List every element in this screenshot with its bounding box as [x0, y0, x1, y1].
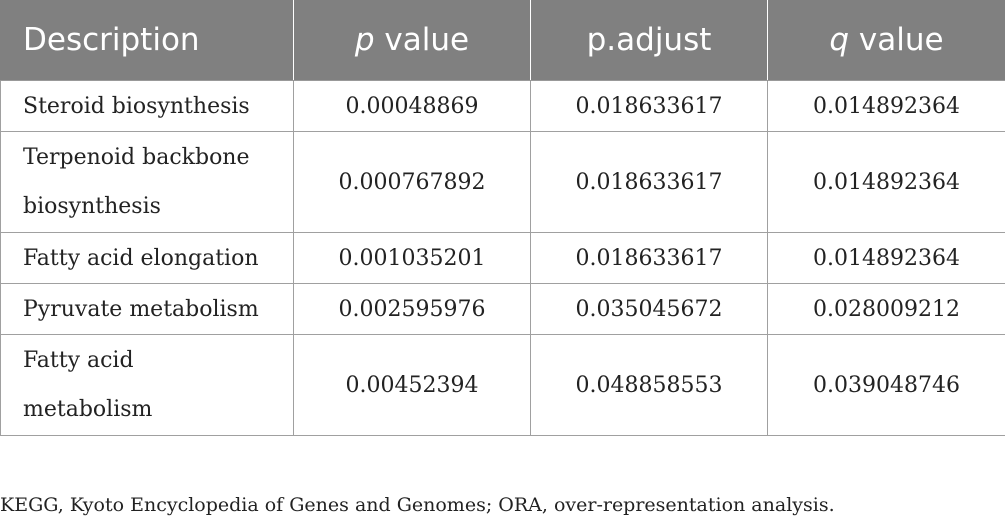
cell-p-value: 0.00048869 — [293, 80, 531, 132]
cell-q-value: 0.014892364 — [767, 232, 1005, 284]
cell-p-value: 0.001035201 — [293, 232, 531, 284]
table-row: Fatty acid elongation 0.001035201 0.0186… — [0, 232, 1005, 284]
cell-p-value: 0.002595976 — [293, 283, 531, 335]
cell-description: Fatty acid metabolism — [0, 334, 294, 436]
cell-p-adjust: 0.048858553 — [530, 334, 768, 436]
header-row: Description p value p.adjust q value — [0, 0, 1005, 81]
table-row: Steroid biosynthesis 0.00048869 0.018633… — [0, 80, 1005, 132]
cell-q-value: 0.014892364 — [767, 131, 1005, 233]
header-p-adjust: p.adjust — [530, 0, 768, 81]
table-row: Terpenoid backbone biosynthesis 0.000767… — [0, 131, 1005, 233]
cell-description: Pyruvate metabolism — [0, 283, 294, 335]
header-q-value: q value — [767, 0, 1005, 81]
table-row: Fatty acid metabolism 0.00452394 0.04885… — [0, 334, 1005, 436]
cell-p-value: 0.00452394 — [293, 334, 531, 436]
header-p-symbol: p — [354, 22, 375, 58]
cell-description: Terpenoid backbone biosynthesis — [0, 131, 294, 233]
results-table-container: Description p value p.adjust q value Ste… — [0, 0, 1005, 436]
cell-p-value: 0.000767892 — [293, 131, 531, 233]
cell-p-adjust: 0.018633617 — [530, 131, 768, 233]
table-footnote: KEGG, Kyoto Encyclopedia of Genes and Ge… — [0, 494, 835, 516]
header-q-symbol: q — [829, 22, 850, 58]
cell-q-value: 0.028009212 — [767, 283, 1005, 335]
cell-p-adjust: 0.018633617 — [530, 232, 768, 284]
header-q-rest: value — [849, 22, 944, 58]
header-p-value: p value — [293, 0, 531, 81]
cell-q-value: 0.014892364 — [767, 80, 1005, 132]
cell-p-adjust: 0.018633617 — [530, 80, 768, 132]
cell-description: Fatty acid elongation — [0, 232, 294, 284]
cell-description: Steroid biosynthesis — [0, 80, 294, 132]
cell-q-value: 0.039048746 — [767, 334, 1005, 436]
header-description: Description — [0, 0, 294, 81]
header-p-rest: value — [374, 22, 470, 58]
table-row: Pyruvate metabolism 0.002595976 0.035045… — [0, 283, 1005, 335]
cell-p-adjust: 0.035045672 — [530, 283, 768, 335]
enrichment-table: Description p value p.adjust q value Ste… — [0, 0, 1005, 436]
